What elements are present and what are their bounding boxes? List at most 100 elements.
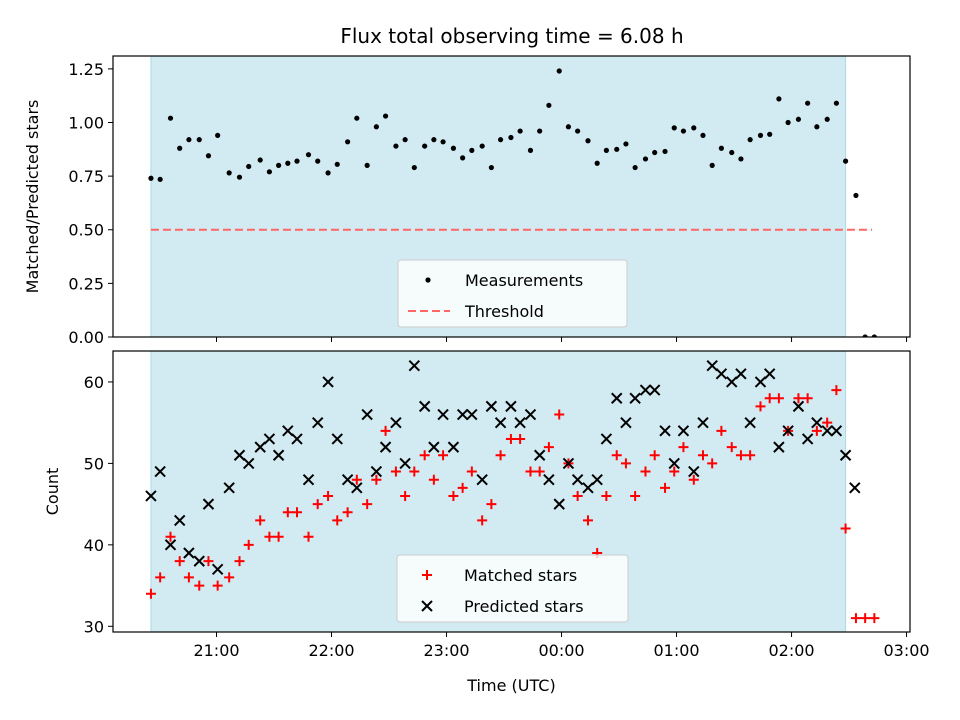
data-point	[537, 128, 543, 134]
legend: Matched stars Predicted stars	[396, 554, 629, 623]
axes-frame	[112, 350, 911, 633]
data-point	[255, 515, 266, 526]
y-axis-label: Matched/Predicted stars	[23, 100, 42, 294]
data-point	[669, 466, 680, 477]
data-point	[620, 416, 632, 429]
data-point	[648, 384, 661, 396]
data-point	[422, 143, 428, 149]
data-point	[862, 334, 868, 337]
data-layer	[148, 68, 877, 337]
data-point	[831, 385, 842, 396]
data-point	[254, 441, 266, 453]
data-point	[840, 523, 851, 534]
legend-frame	[396, 554, 629, 623]
data-point	[611, 392, 623, 404]
data-point	[272, 449, 285, 461]
data-point	[601, 490, 612, 501]
y-tick-label: 30	[84, 617, 104, 636]
data-point	[767, 131, 773, 137]
data-point	[362, 499, 373, 510]
count-panel: 30 40 50 60 21:00 22:00 23:00 00:00 01:00 02:00 03…	[43, 350, 930, 695]
data-point	[266, 169, 273, 175]
data-point	[323, 490, 334, 501]
x-axis-label: Time (UTC)	[466, 676, 555, 695]
data-point	[821, 425, 833, 437]
y-axis-label: Count	[43, 468, 62, 516]
data-point	[486, 499, 497, 510]
data-point	[782, 425, 794, 437]
data-point	[785, 119, 791, 126]
data-point	[688, 465, 700, 478]
data-point	[853, 192, 859, 199]
data-point	[282, 425, 294, 437]
y-tick-label: 60	[84, 373, 104, 392]
data-point	[479, 143, 485, 149]
data-point	[814, 124, 820, 130]
data-point	[243, 539, 254, 550]
legend-frame	[397, 259, 628, 328]
data-point	[145, 490, 157, 502]
data-point	[562, 457, 575, 470]
data-point	[173, 514, 186, 527]
data-point	[418, 400, 431, 413]
data-point	[186, 137, 192, 143]
data-point	[370, 465, 383, 478]
data-point	[196, 137, 202, 143]
data-point	[830, 425, 843, 437]
data-point	[428, 441, 440, 453]
data-point	[659, 425, 671, 437]
data-point	[642, 156, 649, 162]
data-point	[466, 466, 477, 477]
data-point	[393, 143, 399, 149]
data-point	[729, 149, 735, 156]
data-point	[735, 368, 747, 380]
data-point	[194, 580, 205, 591]
data-point	[811, 416, 823, 429]
data-point	[594, 160, 600, 166]
data-point	[630, 490, 641, 501]
data-point	[273, 531, 284, 542]
data-point	[668, 457, 680, 470]
y-tick-label: 0.25	[68, 274, 104, 293]
data-point	[811, 425, 822, 436]
data-point	[364, 162, 370, 168]
x-tick-label: 03:00	[883, 641, 929, 660]
data-point	[390, 466, 401, 477]
data-point	[379, 441, 392, 453]
data-point	[697, 450, 708, 461]
data-point	[456, 408, 469, 421]
legend-label: Measurements	[465, 271, 583, 290]
data-point	[623, 141, 629, 147]
data-point	[302, 473, 315, 486]
data-layer	[145, 359, 880, 624]
data-point	[303, 531, 314, 542]
data-point	[585, 138, 591, 144]
data-point	[726, 442, 737, 453]
data-point	[773, 441, 785, 453]
data-point	[354, 115, 360, 121]
data-point	[193, 555, 205, 567]
data-point	[662, 148, 668, 155]
data-point	[167, 115, 174, 121]
data-point	[485, 400, 498, 413]
data-point	[691, 125, 697, 131]
data-point	[342, 507, 353, 518]
y-tick-label: 0.50	[68, 221, 104, 240]
data-point	[165, 531, 176, 542]
data-point	[450, 145, 457, 151]
data-point	[497, 137, 504, 143]
data-point	[291, 433, 303, 445]
data-point	[571, 473, 584, 486]
data-point	[505, 400, 517, 413]
data-point	[419, 450, 430, 461]
data-point	[773, 393, 784, 404]
data-point	[460, 155, 466, 161]
data-point	[833, 100, 839, 106]
legend-label: Threshold	[464, 302, 544, 321]
data-point	[257, 157, 263, 163]
data-point	[735, 450, 746, 461]
x-tick-label: 23:00	[423, 641, 469, 660]
data-point	[869, 613, 880, 624]
series-predicted-stars	[145, 359, 852, 575]
